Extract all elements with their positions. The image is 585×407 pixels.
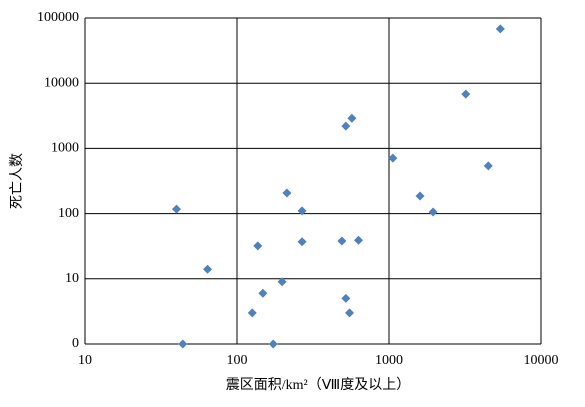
point — [178, 339, 188, 349]
point — [203, 264, 213, 274]
point — [277, 277, 287, 287]
y-tick-label: 100000 — [37, 10, 79, 25]
point — [341, 293, 351, 303]
point — [353, 235, 363, 245]
point — [461, 89, 471, 99]
point — [347, 113, 357, 123]
x-axis-label: 震区面积/km²（Ⅷ度及以上） — [226, 377, 410, 393]
x-tick-label: 1000 — [375, 353, 403, 368]
point — [297, 206, 307, 216]
point — [495, 24, 505, 34]
point — [345, 308, 355, 318]
y-tick-label: 10 — [65, 271, 79, 286]
point — [428, 207, 438, 217]
point — [172, 204, 182, 214]
point — [282, 188, 292, 198]
point — [268, 339, 278, 349]
point — [341, 121, 351, 131]
x-tick-label: 10 — [78, 353, 92, 368]
x-tick-label: 100 — [227, 353, 248, 368]
point — [297, 237, 307, 247]
point — [337, 236, 347, 246]
y-axis-label: 死亡人数 — [9, 153, 25, 209]
point — [483, 161, 493, 171]
point — [247, 308, 257, 318]
y-tick-label: 100 — [58, 206, 79, 221]
y-tick-label: 0 — [72, 336, 79, 351]
point — [253, 241, 263, 251]
point — [415, 191, 425, 201]
x-tick-label: 10000 — [524, 353, 559, 368]
point — [388, 153, 398, 163]
y-tick-label: 1000 — [51, 141, 79, 156]
y-tick-label: 10000 — [44, 75, 79, 90]
point — [258, 288, 268, 298]
